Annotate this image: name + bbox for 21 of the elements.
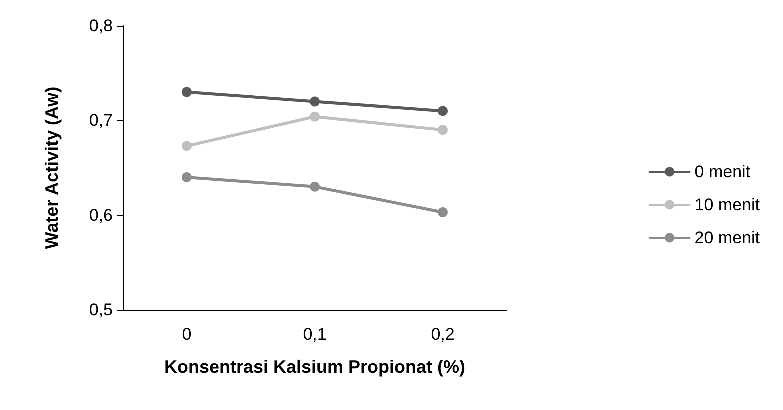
y-axis-title: Water Activity (Aw) <box>42 86 62 250</box>
x-tick-label: 0,1 <box>303 325 327 344</box>
x-tick-label: 0 <box>182 325 192 344</box>
y-tick-label: 0,8 <box>89 16 113 36</box>
point <box>182 172 192 182</box>
point <box>310 96 320 107</box>
point <box>310 182 320 192</box>
x-tick-label: 0,2 <box>431 325 455 344</box>
point <box>438 106 448 116</box>
legend-label: 10 menit <box>694 196 760 214</box>
legend-label: 20 menit <box>694 228 760 248</box>
point <box>182 141 192 152</box>
point <box>310 112 320 122</box>
point <box>438 125 448 136</box>
y-tick-label: 0,6 <box>89 206 113 225</box>
point <box>182 87 192 98</box>
y-tick-label: 0,7 <box>89 111 113 130</box>
x-axis-title: Konsentrasi Kalsium Propionat (%) <box>164 357 466 377</box>
legend-label: 0 menit <box>694 162 751 182</box>
y-tick-label: 0,5 <box>89 300 113 320</box>
point <box>438 207 448 218</box>
